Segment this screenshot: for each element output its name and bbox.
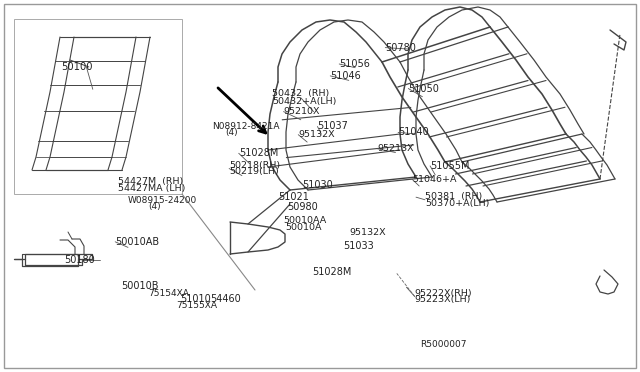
Text: R5000007: R5000007 [420,340,467,349]
Text: 51028M: 51028M [239,148,278,158]
Text: 51046+A: 51046+A [412,175,457,184]
Text: 50980: 50980 [287,202,317,212]
Text: 95222X(RH): 95222X(RH) [415,289,472,298]
Text: 51050: 51050 [408,84,439,93]
Text: 95210X: 95210X [284,107,320,116]
Text: 51056: 51056 [339,59,370,69]
Text: 50010A: 50010A [285,223,321,232]
Text: 51055M: 51055M [430,161,470,171]
Text: N08912-8421A: N08912-8421A [212,122,280,131]
Text: 50370+A(LH): 50370+A(LH) [425,199,490,208]
Text: 51033: 51033 [344,241,374,250]
Text: (4): (4) [148,202,161,211]
Text: 50010AB: 50010AB [115,237,159,247]
Text: 95132X: 95132X [349,228,386,237]
Text: 95132X: 95132X [298,130,335,139]
Text: 51010: 51010 [180,294,211,304]
Text: 75155XA: 75155XA [176,301,217,310]
Text: 50381  (RH): 50381 (RH) [425,192,482,201]
Text: 50180: 50180 [64,256,95,265]
Text: 75154XA: 75154XA [148,289,189,298]
Text: 50780: 50780 [385,43,416,52]
Text: 50432+A(LH): 50432+A(LH) [272,97,337,106]
Text: 54427M  (RH): 54427M (RH) [118,177,184,186]
Text: 51040: 51040 [398,128,429,137]
Text: W08915-24200: W08915-24200 [128,196,197,205]
Text: 50218(RH): 50218(RH) [229,161,280,170]
Text: 50432  (RH): 50432 (RH) [272,89,329,98]
Bar [14,19,182,194]
Text: 51037: 51037 [317,122,348,131]
Text: 50010B: 50010B [122,281,159,291]
Text: 50219(LH): 50219(LH) [229,167,279,176]
Text: 50100: 50100 [61,62,92,72]
Text: 51028M: 51028M [312,267,352,276]
Text: 50010AA: 50010AA [283,217,326,225]
Text: 54460: 54460 [210,294,241,304]
Text: 95223X(LH): 95223X(LH) [415,295,471,304]
Text: (4): (4) [225,128,238,137]
Text: 51030: 51030 [302,180,333,190]
Text: 51046: 51046 [330,71,361,81]
Text: 54427MA (LH): 54427MA (LH) [118,184,186,193]
Text: 51021: 51021 [278,192,308,202]
Text: 95213X: 95213X [378,144,414,153]
